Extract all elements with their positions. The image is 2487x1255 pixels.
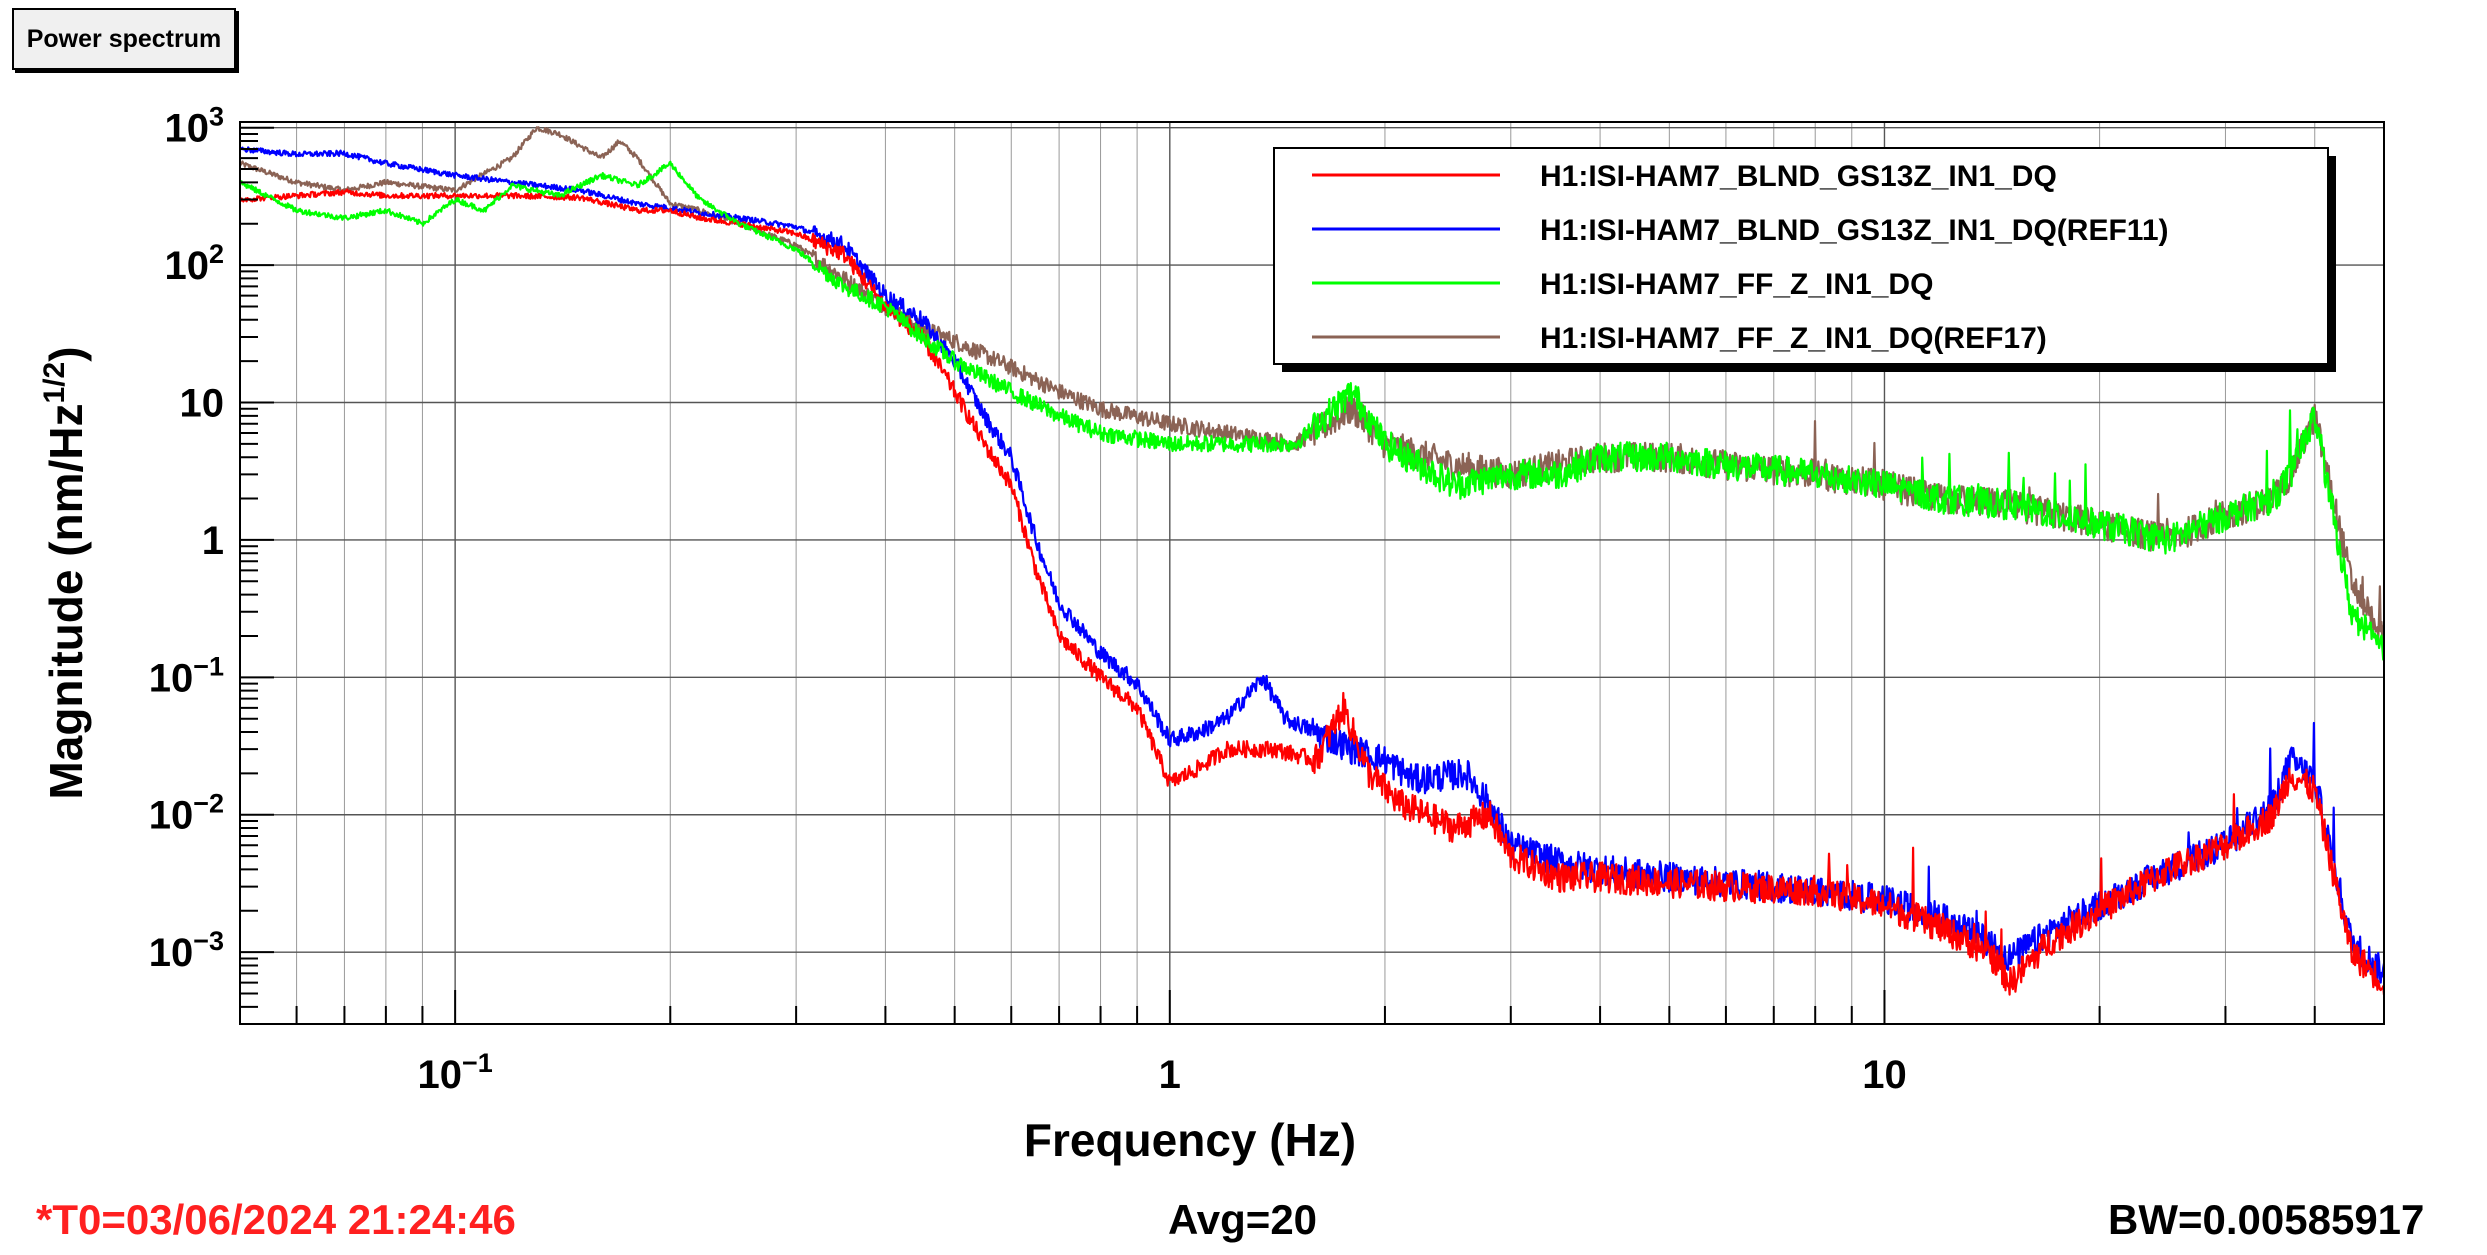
series-line: [240, 188, 2384, 996]
y-tick-label: 10: [180, 382, 225, 426]
legend-label: H1:ISI-HAM7_FF_Z_IN1_DQ: [1540, 268, 1933, 301]
t0-timestamp: *T0=03/06/2024 21:24:46: [36, 1196, 516, 1243]
y-tick-label: 10−3: [149, 926, 224, 975]
series-line: [240, 160, 2384, 661]
y-axis-title: Magnitude (nm/Hz1/2): [38, 346, 92, 799]
x-axis-ticks: [239, 990, 2385, 1024]
y-axis-ticks: [240, 126, 274, 1025]
plot-frame: [239, 121, 2385, 1025]
series-layer: [240, 126, 2384, 996]
legend-label: H1:ISI-HAM7_BLND_GS13Z_IN1_DQ: [1540, 160, 2057, 193]
legend-box: [1273, 147, 2329, 365]
y-tick-label: 10−2: [149, 789, 224, 838]
power-spectrum-title-box[interactable]: Power spectrum: [12, 8, 236, 70]
average-count: Avg=20: [1168, 1196, 1318, 1243]
legend-label: H1:ISI-HAM7_FF_Z_IN1_DQ(REF17): [1540, 322, 2047, 355]
y-tick-label: 1: [202, 519, 224, 563]
y-tick-label: 103: [164, 102, 224, 151]
series-line: [240, 146, 2384, 984]
x-tick-label: 10−1: [417, 1048, 492, 1097]
y-axis-tick-labels: 10−3 10−2 10−1 1 10 102 103: [149, 102, 224, 975]
x-axis-title: Frequency (Hz): [1024, 1114, 1356, 1166]
x-tick-label: 10: [1862, 1053, 1907, 1097]
legend[interactable]: H1:ISI-HAM7_BLND_GS13Z_IN1_DQ H1:ISI-HAM7…: [1273, 147, 2336, 372]
bandwidth: BW=0.00585917: [2108, 1196, 2425, 1243]
legend-label: H1:ISI-HAM7_BLND_GS13Z_IN1_DQ(REF11): [1540, 214, 2169, 247]
y-tick-label: 10−1: [149, 651, 224, 700]
plot-area: [240, 126, 2384, 996]
x-axis-tick-labels: 10−1 1 10: [417, 1048, 1906, 1097]
x-tick-label: 1: [1159, 1053, 1181, 1097]
y-tick-label: 102: [164, 239, 224, 288]
